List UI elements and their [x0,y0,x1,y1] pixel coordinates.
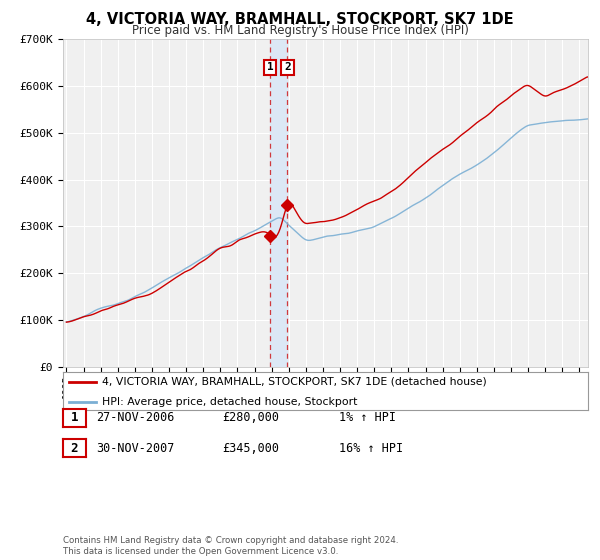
Text: 1: 1 [71,411,78,424]
Text: Contains HM Land Registry data © Crown copyright and database right 2024.
This d: Contains HM Land Registry data © Crown c… [63,536,398,556]
Text: HPI: Average price, detached house, Stockport: HPI: Average price, detached house, Stoc… [103,396,358,407]
Text: 4, VICTORIA WAY, BRAMHALL, STOCKPORT, SK7 1DE (detached house): 4, VICTORIA WAY, BRAMHALL, STOCKPORT, SK… [103,377,487,387]
Text: 27-NOV-2006: 27-NOV-2006 [96,411,175,424]
Text: £345,000: £345,000 [222,441,279,455]
Text: 2: 2 [71,441,78,455]
Text: 2: 2 [284,62,291,72]
Text: 30-NOV-2007: 30-NOV-2007 [96,441,175,455]
Text: 1: 1 [267,62,274,72]
Text: 16% ↑ HPI: 16% ↑ HPI [339,441,403,455]
Bar [270,39,287,367]
Text: Price paid vs. HM Land Registry's House Price Index (HPI): Price paid vs. HM Land Registry's House … [131,24,469,36]
Text: 1% ↑ HPI: 1% ↑ HPI [339,411,396,424]
Text: 4, VICTORIA WAY, BRAMHALL, STOCKPORT, SK7 1DE: 4, VICTORIA WAY, BRAMHALL, STOCKPORT, SK… [86,12,514,27]
Text: £280,000: £280,000 [222,411,279,424]
